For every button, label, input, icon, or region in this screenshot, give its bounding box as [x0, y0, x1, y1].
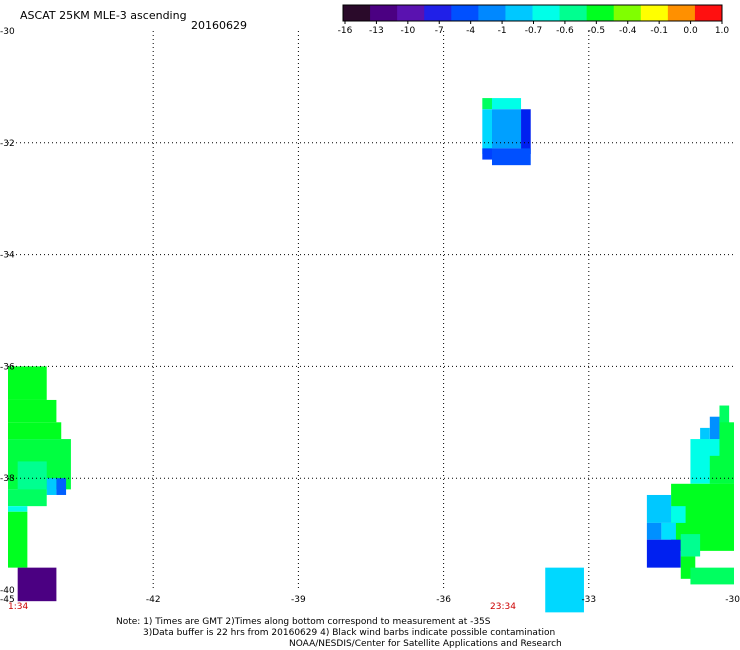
x-tick-label: -39: [291, 595, 306, 605]
note-line-3: NOAA/NESDIS/Center for Satellite Applica…: [289, 639, 562, 649]
colorbar-segment: [532, 5, 561, 21]
data-cell: [17, 567, 57, 602]
data-cell: [680, 556, 696, 579]
note-line-2: 3)Data buffer is 22 hrs from 20160629 4)…: [143, 628, 556, 638]
data-cell: [545, 567, 584, 613]
data-cell: [700, 427, 710, 445]
y-tick-label: -34: [0, 251, 15, 261]
data-cell: [8, 422, 62, 440]
colorbar-label: -4: [466, 26, 476, 36]
data-cell: [646, 539, 681, 568]
y-tick-label: -32: [0, 139, 15, 149]
x-tick-label: -33: [581, 595, 596, 605]
data-cell: [46, 478, 57, 495]
data-cell: [482, 148, 492, 160]
map-title: ASCAT 25KM MLE-3 ascending: [20, 9, 187, 22]
data-cell: [482, 109, 492, 154]
y-tick-label: -38: [0, 474, 15, 484]
colorbar-segment: [397, 5, 425, 21]
colorbar-label: -0.1: [650, 26, 668, 36]
colorbar-label: -10: [400, 26, 416, 36]
colorbar-segment: [694, 5, 723, 21]
data-cell: [56, 478, 67, 495]
x-tick-label: -42: [146, 595, 161, 605]
data-cell: [709, 416, 720, 440]
map-date: 20160629: [191, 19, 247, 32]
colorbar-segment: [343, 5, 371, 21]
data-cell: [719, 405, 730, 428]
data-cell: [680, 534, 701, 557]
colorbar-segment: [667, 5, 696, 21]
data-cell: [482, 98, 492, 110]
colorbar-label: -0.6: [556, 26, 574, 36]
colorbar-label: -1: [497, 26, 507, 36]
data-cell: [492, 148, 531, 166]
data-cell: [719, 422, 734, 484]
colorbar-label: -0.4: [618, 26, 637, 36]
data-cell: [709, 455, 734, 484]
colorbar-label: -13: [369, 26, 384, 36]
x-tick-label: -45: [0, 595, 15, 605]
data-cell: [646, 494, 672, 523]
colorbar-label: 0.0: [683, 26, 698, 36]
note-line-1: Note: 1) Times are GMT 2)Times along bot…: [116, 617, 491, 627]
colorbar-segment: [640, 5, 669, 21]
data-cell: [521, 109, 531, 154]
data-cell: [8, 511, 28, 568]
y-tick-label: -36: [0, 362, 15, 372]
data-cell: [8, 399, 57, 423]
colorbar: [342, 4, 723, 24]
colorbar-segment: [370, 5, 398, 21]
data-cell: [671, 506, 686, 523]
colorbar-label: -7: [434, 26, 444, 36]
colorbar-segment: [505, 5, 533, 21]
data-cell: [8, 439, 71, 490]
colorbar-segment: [586, 5, 615, 21]
data-cell: [8, 506, 28, 512]
data-cell: [492, 109, 522, 149]
colorbar-label: -16: [337, 26, 353, 36]
data-cell: [690, 567, 734, 585]
data-cell: [17, 461, 47, 495]
data-cell: [8, 366, 47, 400]
colorbar-label: -0.5: [587, 26, 606, 36]
data-cell: [671, 483, 734, 551]
colorbar-label: 1.0: [714, 26, 730, 36]
x-tick-label: -30: [725, 595, 740, 605]
colorbar-label: -0.7: [524, 26, 543, 36]
data-cell: [646, 522, 662, 540]
data-cell: [661, 522, 676, 540]
time-label: 23:34: [490, 602, 516, 612]
colorbar-segment: [559, 5, 588, 21]
data-cell: [690, 439, 720, 484]
time-label: 1:34: [8, 602, 28, 612]
y-tick-label: -40: [0, 586, 15, 596]
colorbar-segment: [478, 5, 506, 21]
data-cell: [492, 98, 522, 110]
colorbar-segment: [424, 5, 452, 21]
colorbar-segment: [613, 5, 642, 21]
colorbar-frame: [342, 4, 723, 22]
x-tick-label: -36: [436, 595, 451, 605]
data-cell: [8, 489, 47, 507]
colorbar-segment: [451, 5, 479, 21]
data-cell: [709, 439, 720, 456]
